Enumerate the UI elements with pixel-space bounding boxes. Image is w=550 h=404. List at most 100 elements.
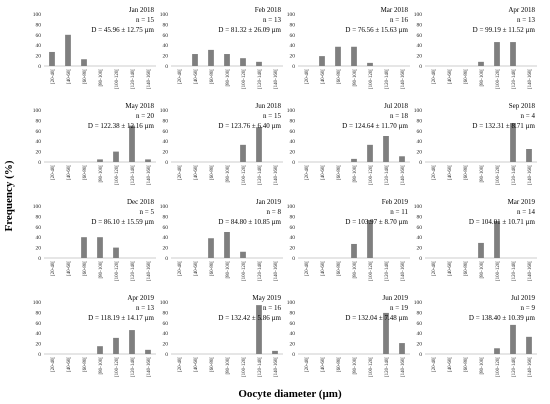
x-tick-label: [100-120[ xyxy=(242,165,247,185)
y-tick-label: 100 xyxy=(414,300,423,306)
x-tick-label: [60-80[ xyxy=(83,165,88,180)
x-tick-label: [100-120[ xyxy=(369,69,374,89)
bar xyxy=(351,46,357,66)
x-tick-label: [100-120[ xyxy=(115,357,120,377)
panel-title: Apr 2019 xyxy=(127,294,154,302)
x-tick-label: [140-160[ xyxy=(274,261,279,281)
x-tick-label: [20-40[ xyxy=(432,261,437,276)
panel: 0 20 40 60 80 100 [20-40[[40-60[[60-80[[80-100… xyxy=(287,294,410,377)
x-tick-label: [140-160[ xyxy=(528,261,533,281)
panel-title: Jun 2018 xyxy=(256,102,282,110)
panel: 0 20 40 60 80 100 [20-40[[40-60[[60-80[[80-100… xyxy=(414,198,537,281)
x-tick-label: [80-100[ xyxy=(99,69,104,87)
y-tick-label: 60 xyxy=(36,321,42,327)
x-tick-label: [120-140[ xyxy=(131,165,136,185)
panel-grid: 0 20 40 60 80 100 [20-40[ [40-60[ [60-80[ [80-100… xyxy=(33,6,537,377)
x-tick-label: [20-40[ xyxy=(432,165,437,180)
x-tick-label: [80-100[ xyxy=(226,261,231,279)
x-tick-label: [120-140[ xyxy=(385,357,390,377)
y-tick-label: 0 xyxy=(419,64,422,70)
y-tick-label: 0 xyxy=(165,64,168,70)
y-tick-label: 60 xyxy=(163,321,169,327)
mean-diameter: D = 81.32 ± 26.09 µm xyxy=(218,26,281,34)
y-tick-label: 20 xyxy=(417,246,423,252)
panel-title: Feb 2019 xyxy=(382,198,409,206)
y-tick-label: 20 xyxy=(290,342,296,348)
y-tick-label: 40 xyxy=(417,331,423,337)
x-tick-label: [120-140[ xyxy=(385,165,390,185)
y-tick-label: 0 xyxy=(38,160,41,166)
x-tick-label: [60-80[ xyxy=(83,357,88,372)
bar xyxy=(351,243,357,258)
y-tick-label: 60 xyxy=(290,225,296,231)
mean-diameter: D = 124.64 ± 11.70 µm xyxy=(342,122,408,130)
y-tick-label: 100 xyxy=(33,204,42,210)
mean-diameter: D = 86.10 ± 15.59 µm xyxy=(91,218,154,226)
y-tick-label: 100 xyxy=(33,300,42,306)
panel-title: Mar 2018 xyxy=(381,6,409,14)
x-tick-label: [60-80[ xyxy=(210,165,215,180)
mean-diameter: D = 76.56 ± 15.63 µm xyxy=(345,26,408,34)
y-tick-label: 60 xyxy=(417,33,423,39)
y-tick-label: 40 xyxy=(417,43,423,49)
sample-size: n = 15 xyxy=(136,16,154,24)
bar xyxy=(81,237,87,258)
bar xyxy=(335,46,341,66)
sample-size: n = 13 xyxy=(517,16,535,24)
y-tick-label: 0 xyxy=(292,256,295,262)
sample-size: n = 13 xyxy=(136,304,154,312)
x-tick-label: [20-40[ xyxy=(305,357,310,372)
x-tick-label: [140-160[ xyxy=(147,165,152,185)
bar xyxy=(224,54,230,66)
mean-diameter: D = 118.19 ± 14.17 µm xyxy=(88,314,154,322)
x-tick-label: [100-120[ xyxy=(496,69,501,89)
bar xyxy=(49,51,55,66)
x-tick-label: [100-120[ xyxy=(369,261,374,281)
x-tick-label: [60-80[ xyxy=(464,165,469,180)
mean-diameter: D = 84.80 ± 10.85 µm xyxy=(218,218,281,226)
y-tick-label: 0 xyxy=(38,256,41,262)
y-tick-label: 80 xyxy=(36,214,42,220)
x-tick-label: [120-140[ xyxy=(258,69,263,89)
x-tick-label: [40-60[ xyxy=(194,357,199,372)
x-tick-label: [40-60[ xyxy=(67,69,72,84)
y-tick-label: 100 xyxy=(33,108,42,114)
x-tick-label: [60-80[ xyxy=(210,261,215,276)
bar xyxy=(510,324,516,354)
bar xyxy=(526,149,532,162)
y-tick-label: 0 xyxy=(292,64,295,70)
y-tick-label: 20 xyxy=(290,246,296,252)
y-tick-label: 60 xyxy=(163,129,169,135)
x-tick-label: [60-80[ xyxy=(337,261,342,276)
x-axis-title: Oocyte diameter (µm) xyxy=(238,388,342,400)
y-tick-label: 60 xyxy=(417,225,423,231)
panel: 0 20 40 60 80 100 [20-40[[40-60[[60-80[[80-100… xyxy=(33,198,156,281)
y-tick-label: 20 xyxy=(36,54,42,60)
panel: 0 20 40 60 80 100 [20-40[[40-60[[60-80[[80-100… xyxy=(33,6,156,89)
x-tick-label: [80-100[ xyxy=(99,357,104,375)
x-tick-label: [100-120[ xyxy=(496,357,501,377)
sample-size: n = 20 xyxy=(136,112,154,120)
panel-title: Apr 2018 xyxy=(508,6,535,14)
bar xyxy=(129,125,135,162)
bar xyxy=(256,61,262,66)
panel: 0 20 40 60 80 100 [20-40[[40-60[[60-80[[80-100… xyxy=(160,294,283,377)
x-tick-label: [100-120[ xyxy=(242,261,247,281)
bar xyxy=(367,62,373,66)
x-tick-label: [140-160[ xyxy=(401,165,406,185)
bar xyxy=(367,220,373,258)
y-tick-label: 80 xyxy=(290,118,296,124)
y-tick-label: 80 xyxy=(290,214,296,220)
x-tick-label: [60-80[ xyxy=(210,357,215,372)
bar xyxy=(399,156,405,162)
panel-title: Jul 2019 xyxy=(511,294,535,302)
x-tick-label: [120-140[ xyxy=(512,357,517,377)
x-tick-label: [80-100[ xyxy=(226,165,231,183)
y-tick-label: 60 xyxy=(290,33,296,39)
sample-size: n = 13 xyxy=(263,16,281,24)
x-tick-label: [20-40[ xyxy=(305,69,310,84)
x-tick-label: [100-120[ xyxy=(242,357,247,377)
y-tick-label: 100 xyxy=(287,204,296,210)
y-tick-label: 40 xyxy=(290,43,296,49)
x-tick-label: [100-120[ xyxy=(369,165,374,185)
